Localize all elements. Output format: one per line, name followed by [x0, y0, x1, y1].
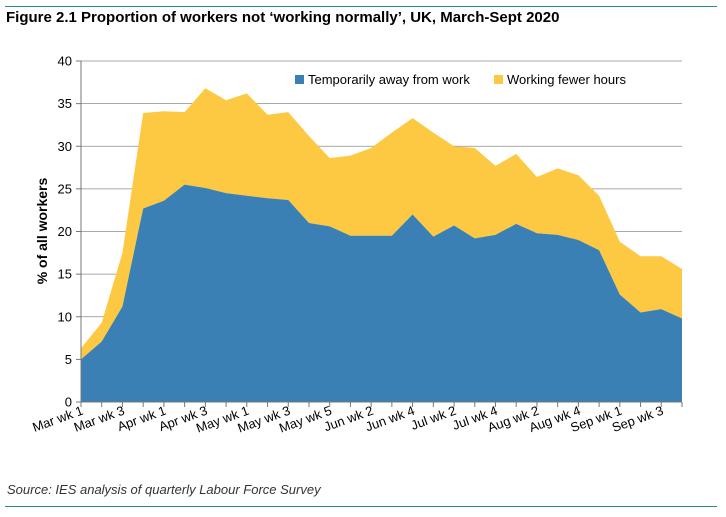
- source-note: Source: IES analysis of quarterly Labour…: [7, 482, 321, 497]
- legend-label-working-fewer-hours: Working fewer hours: [507, 72, 626, 87]
- chart-areas: [81, 88, 682, 402]
- y-tick-label: 35: [58, 96, 72, 111]
- y-tick-label: 10: [58, 309, 72, 324]
- y-tick-label: 25: [58, 181, 72, 196]
- y-tick-label: 15: [58, 267, 72, 282]
- legend-swatch-working-fewer-hours: [494, 75, 503, 84]
- y-tick-labels: 0 5 10 15 20 25 30 35 40: [58, 54, 72, 410]
- figure-title: Figure 2.1 Proportion of workers not ‘wo…: [6, 9, 560, 26]
- legend-swatch-temporarily-away-from-work: [295, 75, 304, 84]
- y-tick-label: 5: [65, 352, 72, 367]
- area-working-fewer-hours: [81, 88, 682, 360]
- axes: [76, 60, 683, 407]
- y-tick-label: 40: [58, 54, 72, 69]
- legend: Temporarily away from work Working fewer …: [295, 72, 626, 87]
- legend-label-temporarily-away-from-work: Temporarily away from work: [308, 72, 470, 87]
- area-temporarily-away-from-work: [81, 184, 682, 402]
- top-rule: [5, 6, 717, 7]
- y-tick-label: 30: [58, 139, 72, 154]
- y-tick-label: 0: [65, 395, 72, 410]
- y-axis-label: % of all workers: [34, 177, 50, 284]
- bottom-rule: [5, 506, 717, 507]
- y-tick-label: 20: [58, 224, 72, 239]
